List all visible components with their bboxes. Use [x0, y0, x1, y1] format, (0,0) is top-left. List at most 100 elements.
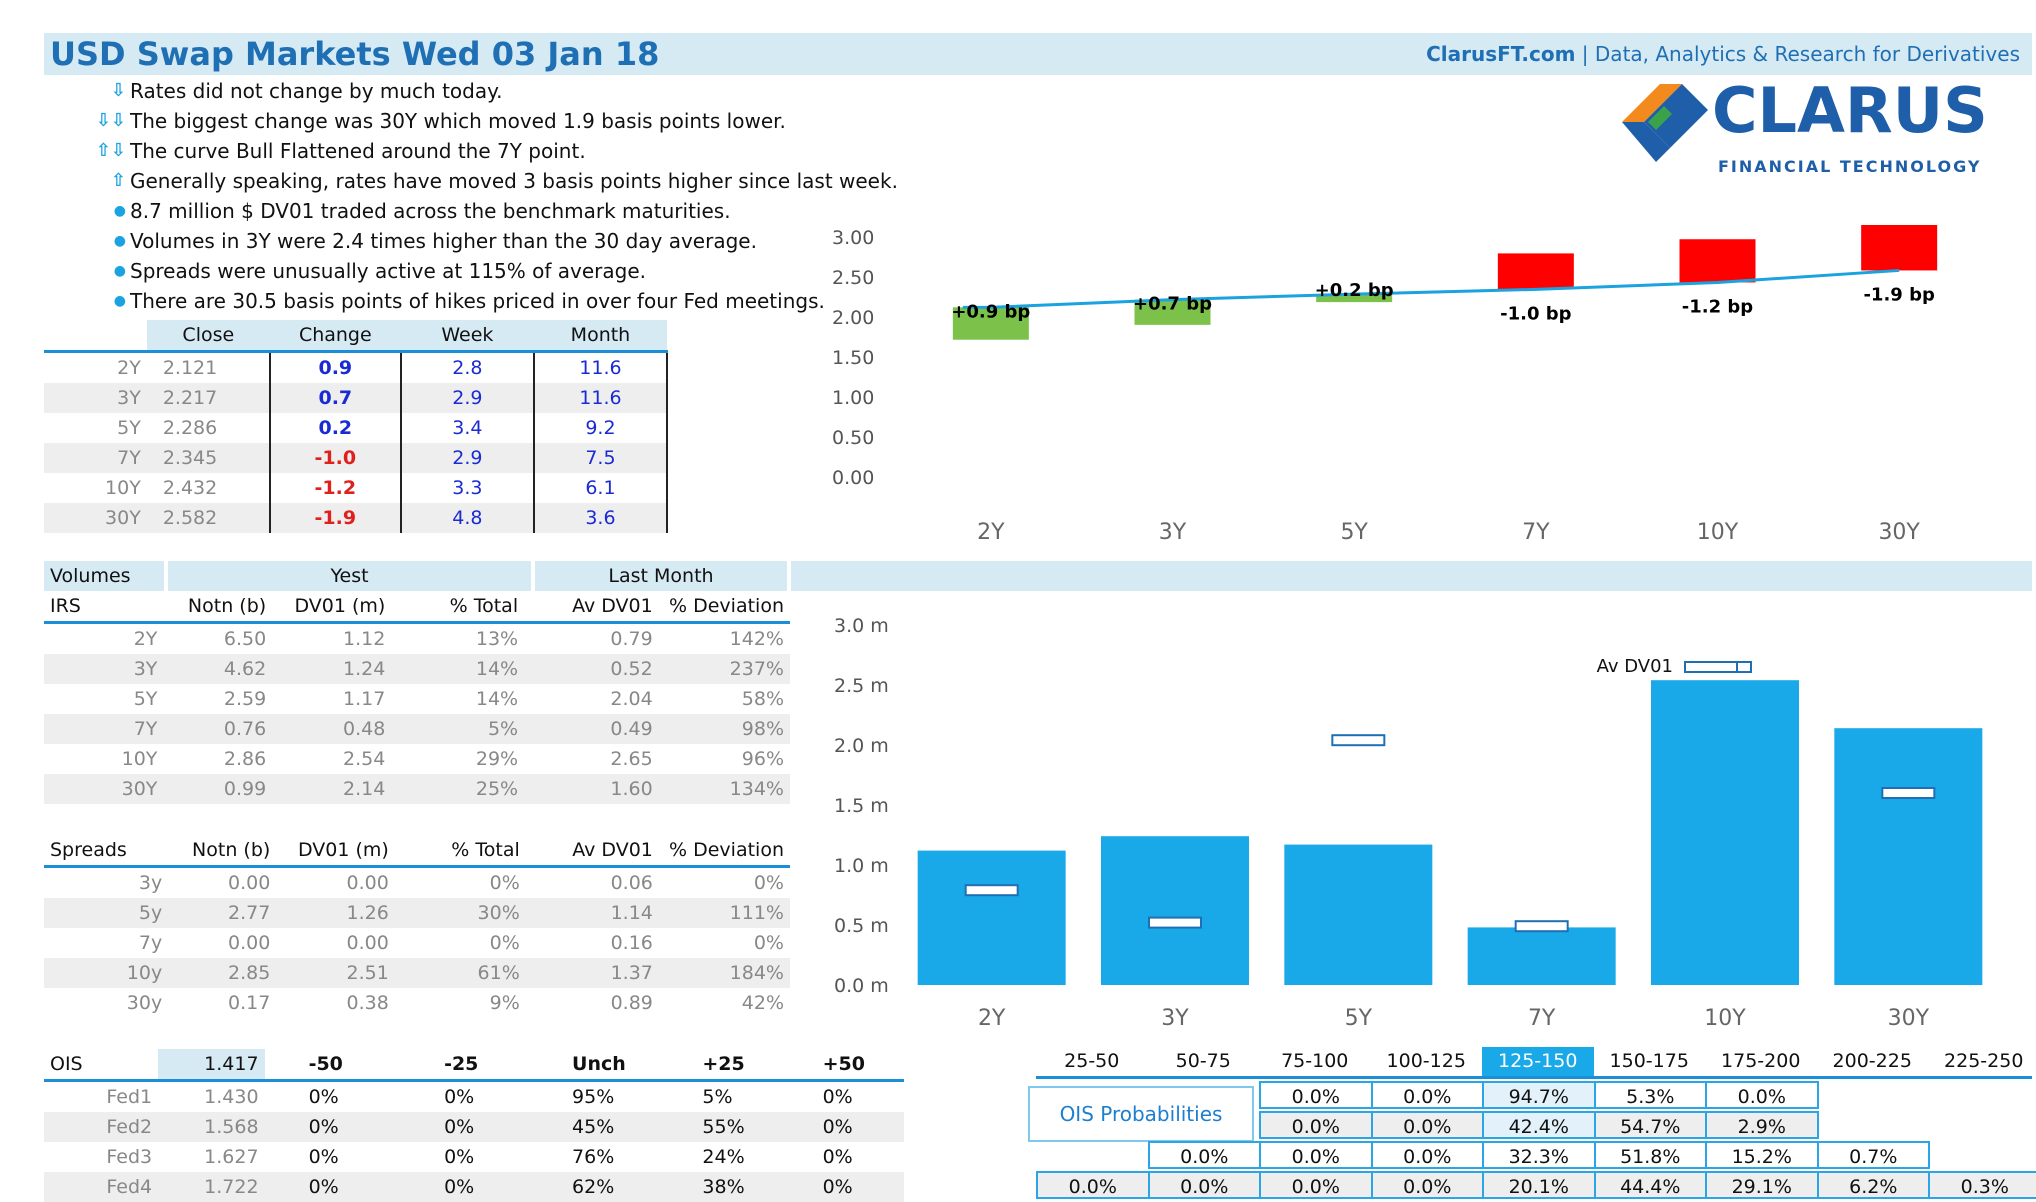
y-tick-label: 0.00: [832, 467, 874, 489]
change-cell: 0.2: [269, 413, 402, 443]
ois-probabilities-label: OIS Probabilities: [1028, 1086, 1254, 1142]
total-cell: 0%: [489, 872, 520, 894]
y-tick-label: 0.50: [832, 427, 874, 449]
close-cell: 2.286: [146, 413, 271, 443]
av-dv01-marker: [964, 884, 1019, 897]
probability-cell: 0.0%: [1259, 1171, 1373, 1199]
x-tick-label: 10Y: [1704, 1006, 1746, 1031]
probability-cell: 0.0%: [1370, 1081, 1484, 1109]
close-cell: 2.432: [146, 473, 271, 503]
hike-probability-cell: 76%: [572, 1146, 615, 1168]
total-cell: 5%: [391, 714, 525, 744]
col-minus25: -25: [424, 1049, 543, 1082]
dv01-cell: 1.17: [342, 688, 386, 710]
change-data-label: -1.2 bp: [1682, 296, 1754, 317]
site-link[interactable]: ClarusFT.com: [1426, 42, 1576, 66]
tenor-cell: 3Y: [44, 383, 147, 413]
col-dv01: DV01 (m): [272, 591, 392, 624]
tenor-cell: 10Y: [105, 477, 141, 499]
hike-probability-cell: 0%: [264, 1172, 425, 1202]
total-cell: 14%: [391, 654, 525, 684]
probability-cell: 5.3%: [1593, 1081, 1707, 1109]
x-tick-label: 5Y: [1345, 1006, 1373, 1031]
hike-probability-cell: 0%: [264, 1112, 425, 1142]
y-tick-label: 2.00: [832, 307, 874, 329]
notn-cell: 4.62: [163, 654, 273, 684]
range-underline: [1036, 1076, 2032, 1079]
av-cell: 0.49: [524, 714, 659, 744]
logo-subtitle: FINANCIAL TECHNOLOGY: [1718, 157, 1981, 176]
volume-row: 10y 2.85 2.51 61% 1.37 184%: [44, 958, 790, 988]
tenor-cell: 7y: [138, 932, 163, 954]
down-arrow-icon: ⇩: [110, 80, 126, 101]
x-tick-label: 30Y: [1888, 1006, 1930, 1031]
av-cell: 1.60: [524, 774, 659, 804]
range-header: 175-200: [1721, 1050, 1801, 1072]
total-cell: 9%: [489, 992, 520, 1014]
total-cell: 25%: [391, 774, 525, 804]
volume-row: 10Y 2.86 2.54 29% 2.65 96%: [44, 744, 790, 774]
fed-meeting-cell: Fed4: [44, 1172, 159, 1202]
av-cell: 2.04: [610, 688, 653, 710]
probability-cell: 0.0%: [1147, 1141, 1261, 1169]
tenor-cell: 2Y: [133, 628, 158, 650]
av-dv01-marker: [1148, 916, 1202, 929]
week-cell: 2.8: [400, 351, 535, 383]
y-tick-label: 2.5 m: [834, 675, 889, 697]
bullet-text: Rates did not change by much today.: [130, 79, 503, 103]
probability-cell: 0.0%: [1705, 1081, 1819, 1109]
dv01-cell: 1.26: [276, 898, 395, 928]
volume-row: 5y 2.77 1.26 30% 1.14 111%: [44, 898, 790, 928]
change-cell: -1.2: [269, 473, 402, 503]
rate-curve-line: [962, 268, 1900, 309]
col-notn: Notn (b): [168, 835, 277, 868]
dev-cell: 96%: [741, 748, 784, 770]
volume-row: 30y 0.17 0.38 9% 0.89 42%: [44, 988, 790, 1018]
total-cell: 0%: [489, 932, 520, 954]
col-av-dv01: Av DV01: [525, 835, 659, 868]
volume-row: 2Y 6.50 1.12 13% 0.79 142%: [44, 623, 790, 655]
tagline-text: Data, Analytics & Research for Derivativ…: [1594, 42, 2020, 66]
dev-cell: 0%: [753, 932, 784, 954]
dv01-cell: 0.48: [272, 714, 392, 744]
ois-row: Fed3 1.627 0% 0% 76% 24% 0%: [44, 1142, 904, 1172]
hike-probability-cell: 0%: [308, 1086, 339, 1108]
dev-cell: 142%: [729, 628, 784, 650]
y-tick-label: 1.00: [832, 387, 874, 409]
volume-bar: [1284, 844, 1433, 985]
yest-header-cell: [168, 561, 531, 591]
col-notn: Notn (b): [163, 591, 273, 624]
probability-cell: 20.1%: [1482, 1171, 1596, 1199]
probability-cell: 29.1%: [1705, 1171, 1819, 1199]
bullet-text: 8.7 million $ DV01 traded across the ben…: [130, 199, 731, 223]
notn-cell: 0.00: [227, 932, 271, 954]
week-cell: 3.3: [400, 473, 535, 503]
dev-cell: 134%: [658, 774, 790, 804]
change-bar: [1134, 299, 1211, 325]
dot-icon: ●: [113, 263, 126, 279]
notn-cell: 2.85: [168, 958, 277, 988]
month-cell: 11.6: [533, 351, 669, 383]
tenor-cell: 30y: [126, 992, 163, 1014]
dev-cell: 184%: [658, 958, 790, 988]
col-deviation: % Deviation: [658, 835, 790, 868]
change-bar: [1861, 225, 1938, 271]
col-av-dv01: Av DV01: [524, 591, 659, 624]
total-cell: 61%: [394, 958, 526, 988]
y-tick-label: 2.0 m: [834, 735, 889, 757]
bullet-text: There are 30.5 basis points of hikes pri…: [130, 289, 825, 313]
y-tick-label: 1.5 m: [834, 795, 889, 817]
av-cell: 0.79: [610, 628, 653, 650]
x-tick-label: 10Y: [1697, 520, 1739, 545]
separator: |: [1581, 42, 1589, 66]
col-change: Change: [269, 320, 401, 352]
total-cell: 30%: [394, 898, 526, 928]
tenor-cell: 5Y: [133, 688, 158, 710]
change-cell: 0.9: [269, 351, 402, 383]
dv01-cell: 2.14: [272, 774, 392, 804]
change-bar: [1679, 239, 1756, 283]
page-title: USD Swap Markets Wed 03 Jan 18: [50, 35, 660, 73]
probability-cell: 15.2%: [1705, 1141, 1819, 1169]
month-cell: 11.6: [533, 383, 669, 413]
dv01-cell: 0.00: [346, 932, 389, 954]
